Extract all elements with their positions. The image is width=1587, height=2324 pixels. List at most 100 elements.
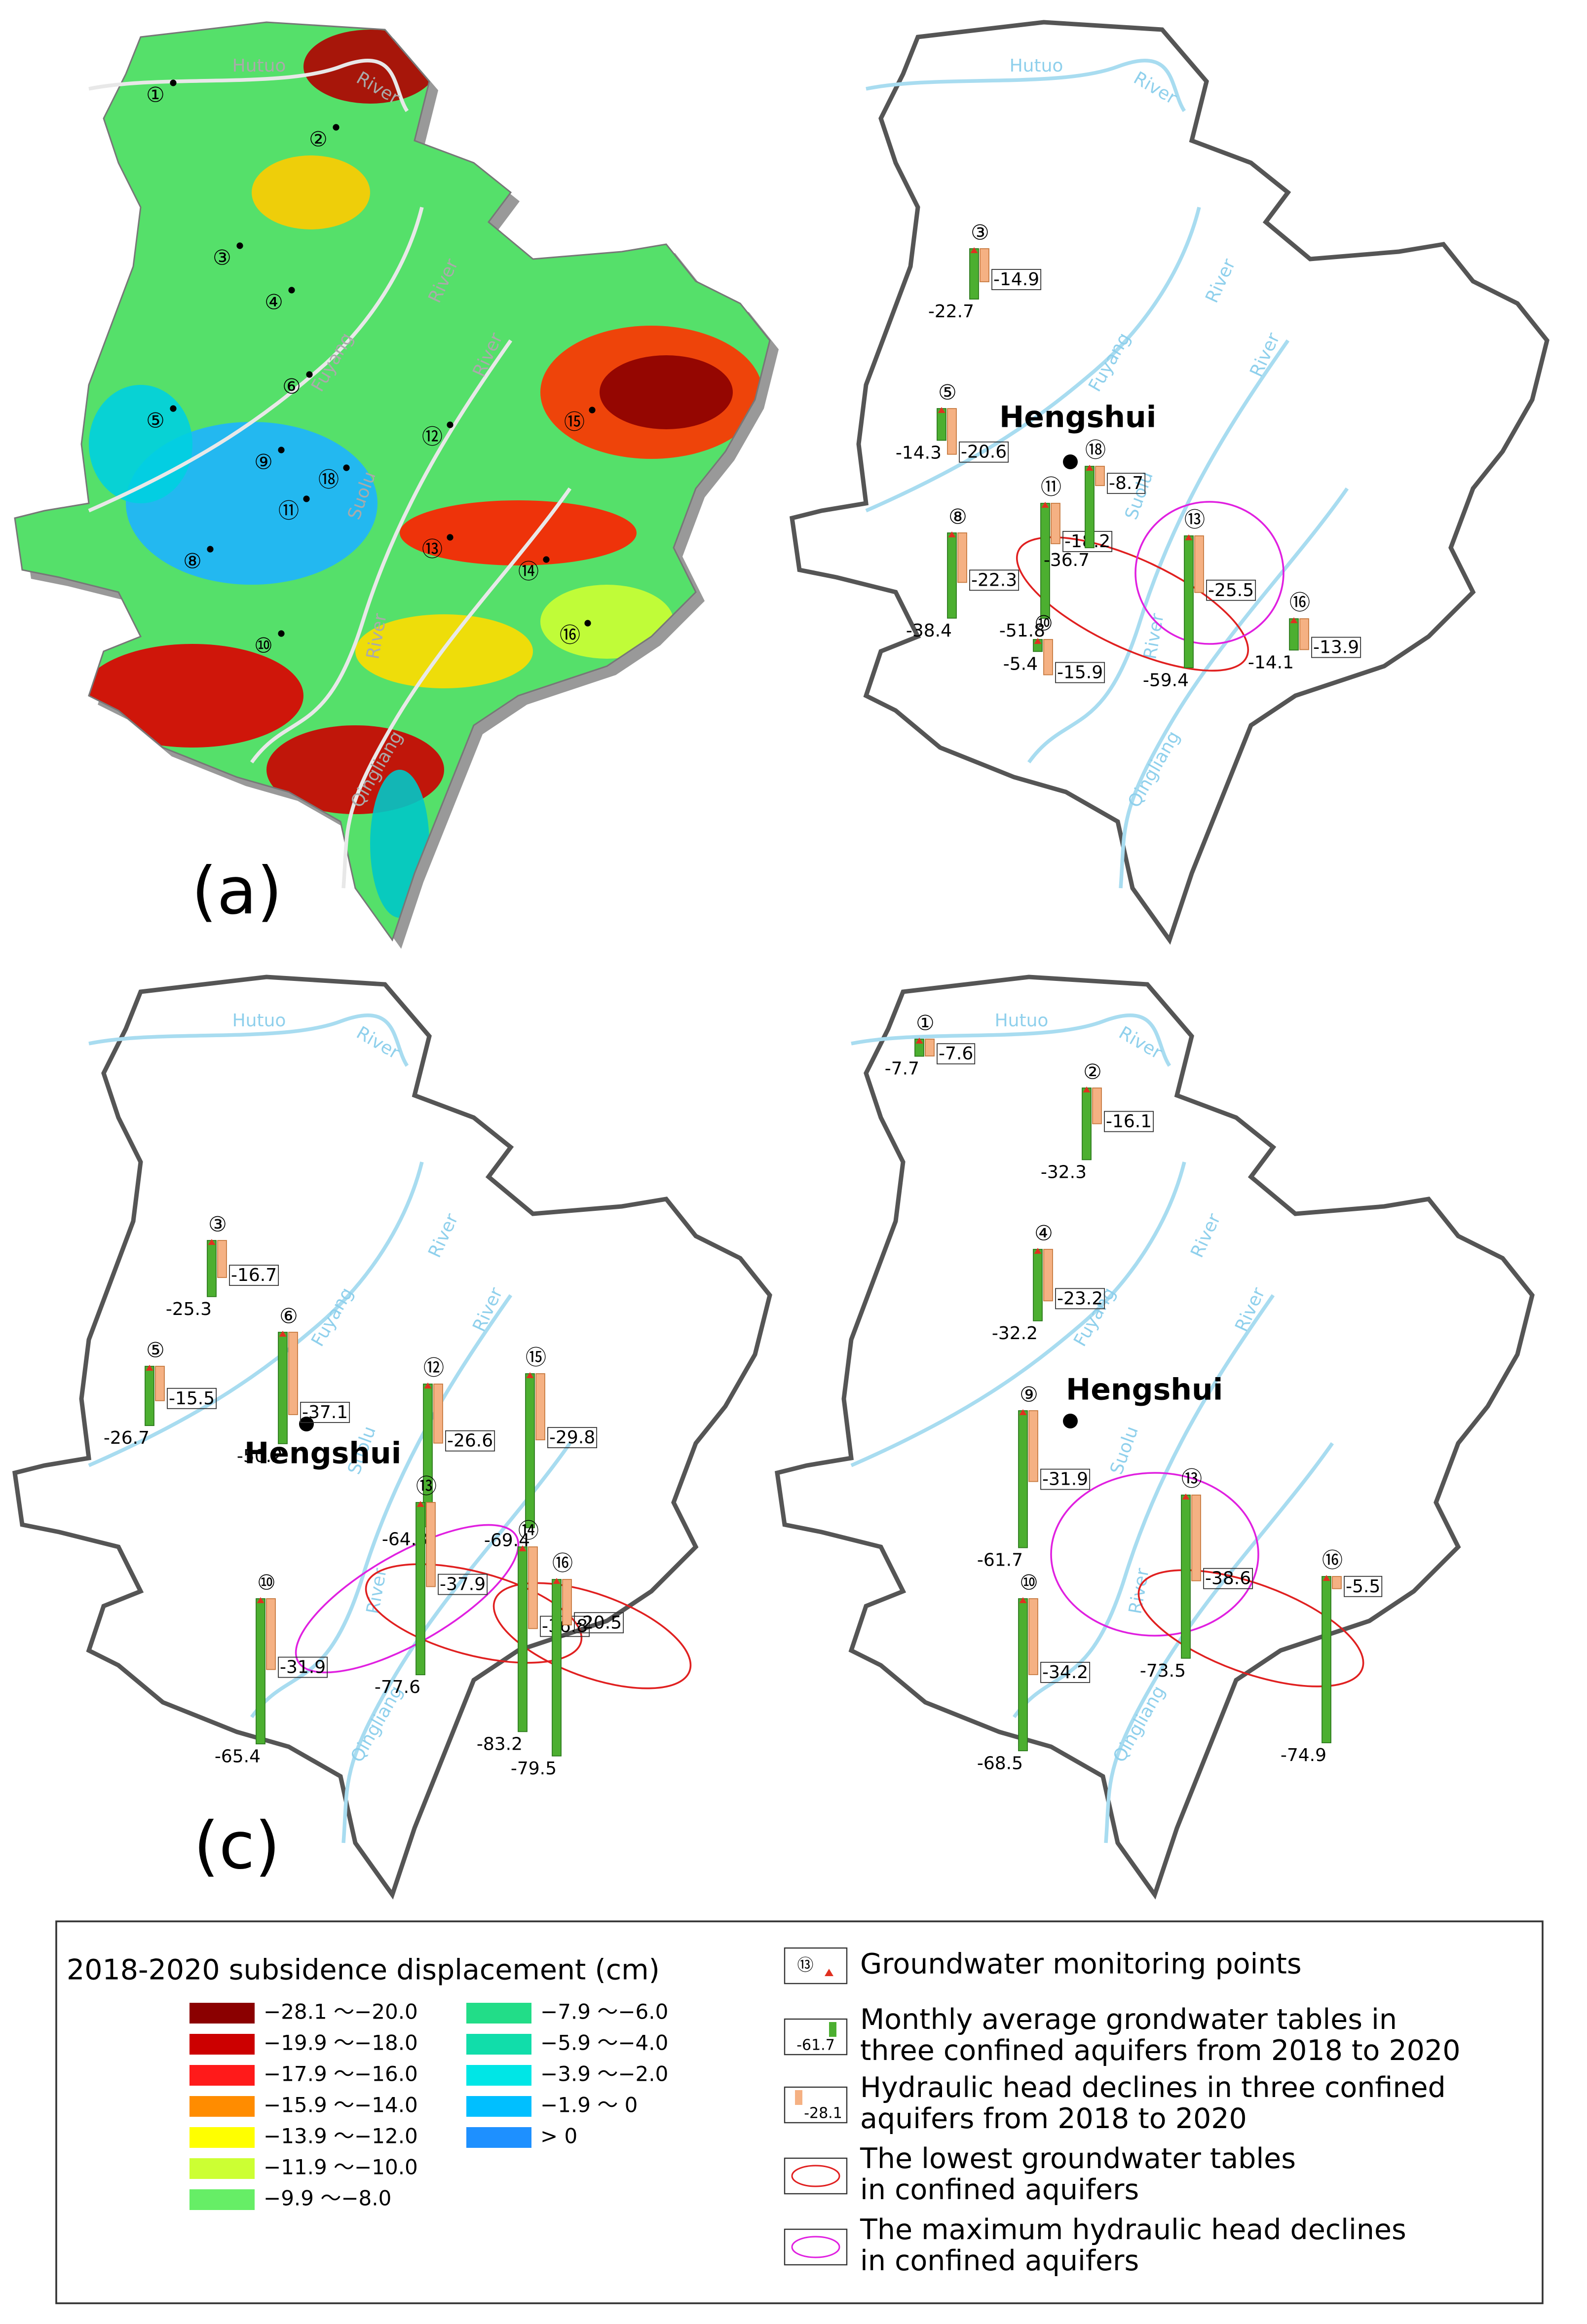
- raster-patch: [370, 770, 429, 918]
- point-id: ⑬: [422, 537, 443, 562]
- legend-class-label: −1.9 ～ 0: [540, 2093, 638, 2117]
- table-label: -14.3: [896, 443, 942, 463]
- decline-label-box: [937, 1043, 976, 1065]
- point-dot: [278, 447, 285, 453]
- monitor-triangle: [1185, 534, 1193, 540]
- panel-label: (c): [193, 1808, 280, 1884]
- table-label: -65.4: [215, 1746, 261, 1766]
- river: [88, 1162, 424, 1467]
- monitor-triangle: [1322, 1575, 1330, 1581]
- monitor-triangle: [1041, 502, 1049, 508]
- decline-label: -20.5: [576, 1612, 622, 1633]
- point-id: ①: [916, 1011, 935, 1035]
- point-id: ⑯: [1322, 1548, 1343, 1573]
- head-decline-bar: [1043, 639, 1053, 675]
- decline-label: -13.9: [1313, 637, 1359, 658]
- legend-swatch: [189, 2158, 255, 2179]
- table-label: -5.4: [1003, 654, 1038, 674]
- decline-label: -22.3: [971, 570, 1017, 590]
- groundwater-table-bar: [1322, 1576, 1331, 1743]
- table-label: -83.2: [477, 1734, 523, 1754]
- point-id: ⑥: [279, 1304, 298, 1328]
- head-decline-bar: [1028, 1410, 1038, 1482]
- monitor-triangle: [553, 1578, 561, 1584]
- river: [865, 207, 1201, 513]
- table-label: -77.6: [375, 1677, 420, 1697]
- monitor-triangle: [257, 1597, 264, 1603]
- point-id: ⑮: [526, 1346, 546, 1370]
- river-label: Hutuo: [1010, 56, 1063, 76]
- legend-class-label: > 0: [540, 2124, 577, 2148]
- monitor-triangle: [424, 1383, 432, 1388]
- table-label: -50.2: [237, 1446, 283, 1466]
- decline-label: -14.9: [993, 269, 1039, 290]
- groundwater-table-bar: [969, 248, 979, 300]
- decline-label: -15.9: [1057, 663, 1103, 683]
- table-label: -32.3: [1041, 1162, 1087, 1182]
- point-id: ②: [309, 127, 328, 151]
- decline-label-box: [1344, 1575, 1383, 1597]
- legend-box: [55, 1920, 1544, 2304]
- point-id: ⑭: [518, 560, 539, 584]
- legend-symbol-box: [784, 2228, 848, 2266]
- point-id: ③: [208, 1212, 227, 1237]
- point-dot: [207, 546, 214, 553]
- subsidence-raster: [15, 22, 770, 940]
- table-label: -79.5: [511, 1759, 557, 1779]
- decline-label-box: [229, 1265, 279, 1286]
- monitor-triangle: [1290, 617, 1298, 623]
- river: [341, 1442, 572, 1843]
- head-decline-bar: [1051, 503, 1060, 544]
- monitor-triangle: [1086, 465, 1094, 471]
- point-id: ⑫: [422, 425, 443, 449]
- decline-label-box: [167, 1387, 217, 1409]
- table-label: -26.7: [104, 1428, 150, 1448]
- point-id: ③: [971, 221, 989, 245]
- groundwater-table-bar: [207, 1240, 217, 1297]
- decline-label: -25.5: [1208, 580, 1254, 600]
- map-panel: HutuoRiverFuyangRiverSuoluRiverQingliang…: [792, 22, 1587, 940]
- point-id: ⑩: [1020, 1571, 1038, 1595]
- legend-swatch: [189, 2003, 255, 2024]
- highlight-ellipse: [492, 1582, 692, 1689]
- decline-label: -15.5: [169, 1388, 215, 1409]
- point-dot: [170, 405, 177, 412]
- point-id: ⑮: [564, 410, 585, 434]
- decline-label: -34.2: [1042, 1662, 1088, 1683]
- decline-label-box: [1040, 1661, 1091, 1683]
- table-label: -32.2: [992, 1323, 1038, 1344]
- groundwater-table-bar: [518, 1546, 528, 1732]
- decline-label: -7.6: [939, 1044, 973, 1064]
- legend-class-label: −15.9 ～−14.0: [264, 2093, 418, 2117]
- point-dot: [306, 371, 313, 378]
- monitor-triangle: [938, 407, 945, 413]
- decline-label-box: [278, 1656, 328, 1678]
- river-label: Hutuo: [995, 1011, 1049, 1031]
- legend-symbol-label: The lowest groundwater tables: [860, 2142, 1296, 2175]
- decline-label: -20.6: [961, 442, 1007, 462]
- monitor-triangle: [1182, 1494, 1190, 1499]
- point-id: ①: [146, 83, 165, 107]
- river: [866, 59, 1186, 112]
- legend-symbol-label: three confined aquifers from 2018 to 202…: [860, 2034, 1460, 2067]
- point-id: ⑬: [1184, 508, 1205, 532]
- legend-class-label: −28.1 ～−20.0: [264, 2000, 418, 2024]
- point-id: ⑪: [1041, 475, 1061, 499]
- decline-label: -16.7: [231, 1265, 277, 1285]
- groundwater-table-bar: [552, 1579, 562, 1757]
- panel-label: (a): [191, 853, 282, 929]
- head-decline-bar: [1028, 1598, 1038, 1675]
- legend-symbol-label: Monthly average grondwater tables in: [860, 2003, 1397, 2036]
- monitor-triangle: [1083, 1087, 1091, 1092]
- monitor-triangle: [416, 1501, 424, 1507]
- point-id: ⑤: [938, 380, 957, 405]
- decline-label-box: [438, 1574, 488, 1595]
- legend-symbol-label: Hydraulic head declines in three confine…: [860, 2071, 1446, 2104]
- groundwater-table-bar: [278, 1332, 288, 1444]
- monitor-triangle: [970, 247, 978, 253]
- monitor-triangle: [1034, 1248, 1042, 1254]
- decline-label-box: [1206, 579, 1256, 601]
- point-id: ④: [1034, 1221, 1053, 1245]
- groundwater-table-bar: [525, 1373, 535, 1529]
